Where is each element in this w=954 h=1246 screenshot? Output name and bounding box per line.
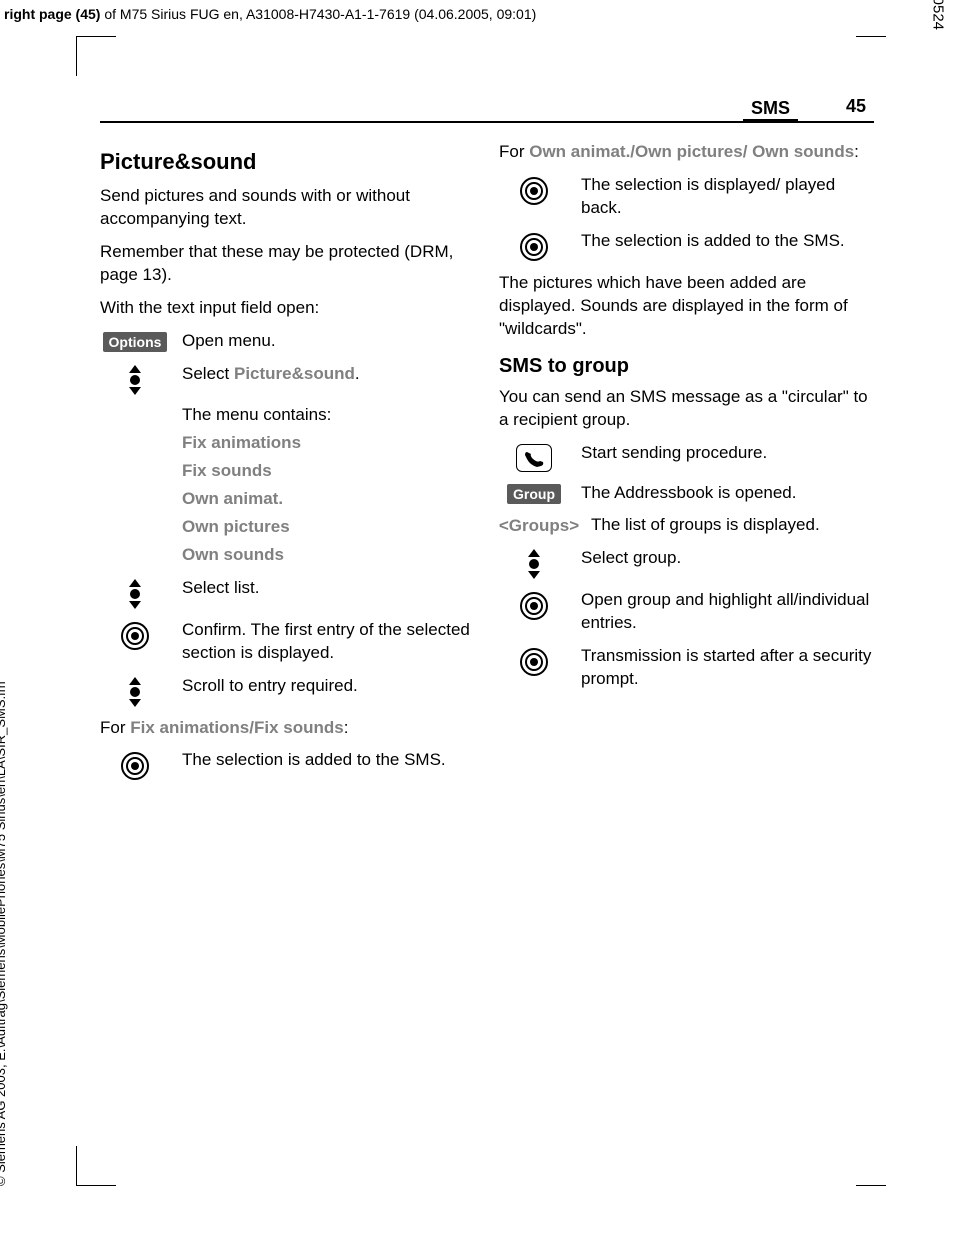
- options-text: Open menu.: [182, 330, 475, 353]
- select-picture-sound: Select Picture&sound.: [182, 363, 475, 386]
- call-key-icon: [516, 444, 552, 472]
- menu-fix-sounds: Fix sounds: [182, 461, 475, 481]
- header-page-number: 45: [846, 96, 874, 117]
- addressbook-opened: The Addressbook is opened.: [581, 482, 874, 505]
- select-ps-suffix: .: [355, 364, 360, 383]
- transmission-text: Transmission is started after a security…: [581, 645, 874, 691]
- top-metadata: right page (45) of M75 Sirius FUG en, A3…: [4, 6, 536, 22]
- menu-fix-animations: Fix animations: [182, 433, 475, 453]
- for-own-suffix: :: [854, 142, 859, 161]
- top-meta-bold: right page (45): [4, 6, 100, 22]
- para-text-input: With the text input field open:: [100, 297, 475, 320]
- open-group: Open group and highlight all/individual …: [581, 589, 874, 635]
- header-section: SMS: [743, 98, 798, 123]
- for-own-prefix: For: [499, 142, 529, 161]
- center-press-icon: [120, 621, 150, 651]
- joystick-updown-icon: [124, 365, 146, 395]
- center-press-icon: [120, 751, 150, 781]
- start-sending: Start sending procedure.: [581, 442, 874, 465]
- center-press-icon: [519, 591, 549, 621]
- menu-contains: The menu contains:: [182, 405, 475, 425]
- left-column: Picture&sound Send pictures and sounds w…: [100, 141, 475, 791]
- center-press-icon: [519, 647, 549, 677]
- crop-mark-tl: [76, 36, 116, 76]
- scroll-text: Scroll to entry required.: [182, 675, 475, 698]
- crop-mark-br: [856, 1185, 886, 1186]
- center-press-icon: [519, 232, 549, 262]
- for-own-label: Own animat./Own pictures/ Own sounds: [529, 142, 854, 161]
- right-metadata: Template: X75, Version 2.1; VAR Language…: [929, 0, 946, 30]
- crop-mark-tr: [856, 36, 886, 37]
- options-softkey: Options: [103, 332, 168, 352]
- page-content: SMS 45 Picture&sound Send pictures and s…: [100, 96, 874, 1166]
- center-press-icon: [519, 176, 549, 206]
- for-fix-prefix: For: [100, 718, 130, 737]
- menu-own-sounds: Own sounds: [182, 545, 475, 565]
- circular-text: You can send an SMS message as a "circul…: [499, 386, 874, 432]
- joystick-updown-icon: [523, 549, 545, 579]
- selection-displayed: The selection is displayed/ played back.: [581, 174, 874, 220]
- select-ps-name: Picture&sound: [234, 364, 355, 383]
- groups-tag: <Groups>: [499, 516, 579, 536]
- selection-added: The selection is added to the SMS.: [581, 230, 874, 253]
- joystick-updown-icon: [124, 677, 146, 707]
- left-metadata: © Siemens AG 2003, E:\Auftrag\Siemens\Mo…: [0, 681, 8, 1186]
- pictures-added: The pictures which have been added are d…: [499, 272, 874, 341]
- joystick-updown-icon: [124, 579, 146, 609]
- heading-picture-sound: Picture&sound: [100, 149, 475, 175]
- added-to-sms: The selection is added to the SMS.: [182, 749, 475, 772]
- para-send-pictures: Send pictures and sounds with or without…: [100, 185, 475, 231]
- for-fix: For Fix animations/Fix sounds:: [100, 717, 475, 740]
- select-ps-prefix: Select: [182, 364, 234, 383]
- menu-own-pictures: Own pictures: [182, 517, 475, 537]
- confirm-text: Confirm. The first entry of the selected…: [182, 619, 475, 665]
- group-softkey: Group: [507, 484, 561, 504]
- right-column: For Own animat./Own pictures/ Own sounds…: [499, 141, 874, 791]
- select-group: Select group.: [581, 547, 874, 570]
- for-own: For Own animat./Own pictures/ Own sounds…: [499, 141, 874, 164]
- page-header: SMS 45: [100, 96, 874, 123]
- para-drm: Remember that these may be protected (DR…: [100, 241, 475, 287]
- menu-own-animat: Own animat.: [182, 489, 475, 509]
- select-list: Select list.: [182, 577, 475, 600]
- heading-sms-group: SMS to group: [499, 355, 874, 378]
- for-fix-suffix: :: [344, 718, 349, 737]
- for-fix-label: Fix animations/Fix sounds: [130, 718, 343, 737]
- top-meta-rest: of M75 Sirius FUG en, A31008-H7430-A1-1-…: [100, 6, 536, 22]
- groups-list-text: The list of groups is displayed.: [591, 514, 874, 537]
